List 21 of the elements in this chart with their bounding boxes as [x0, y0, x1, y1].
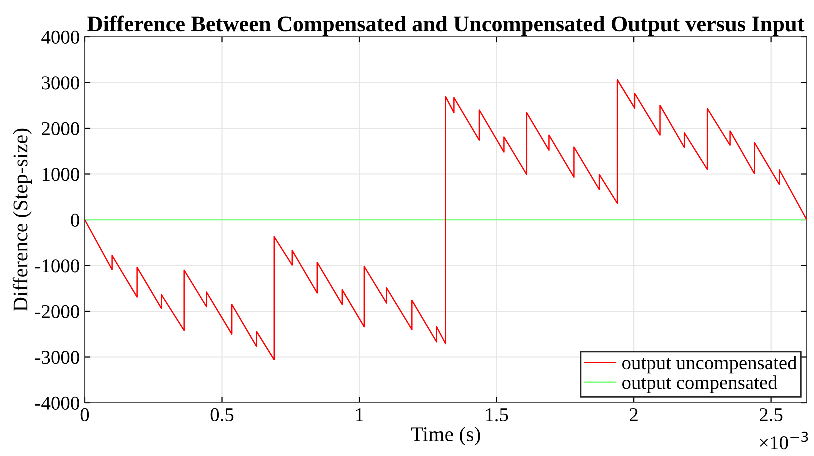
x-tick-label: 0.5 — [210, 408, 234, 422]
text: ×10$^{−3}$ — [760, 432, 808, 450]
x-tick-label: 2 — [630, 408, 638, 422]
y-axis-title: Difference (Step-size) — [12, 128, 32, 312]
y-tick-label: -2000 — [36, 305, 80, 318]
chart-title: Difference Between Compensated and Uncompensated Output versus Input — [88, 16, 805, 36]
x-tick-label: 1.5 — [486, 408, 508, 422]
y-tick-label: 4000 — [42, 30, 80, 44]
x-axis-title: Time (s) — [411, 426, 480, 446]
y-tick-label: 3000 — [42, 76, 80, 90]
y-tick-label: 2000 — [42, 122, 80, 136]
legend-label: output uncompensated — [622, 356, 798, 374]
y-tick-label: 1000 — [42, 168, 80, 182]
y-tick-label: -1000 — [36, 260, 80, 273]
legend-label: output compensated — [622, 376, 778, 394]
y-tick-label: 0 — [71, 214, 80, 227]
x-tick-label: 1 — [356, 408, 364, 422]
y-tick-label: -3000 — [36, 351, 80, 364]
x-tick-label: 0 — [80, 408, 90, 422]
y-tick-label: -4000 — [36, 396, 80, 410]
x-tick-label: 2.5 — [760, 408, 783, 422]
